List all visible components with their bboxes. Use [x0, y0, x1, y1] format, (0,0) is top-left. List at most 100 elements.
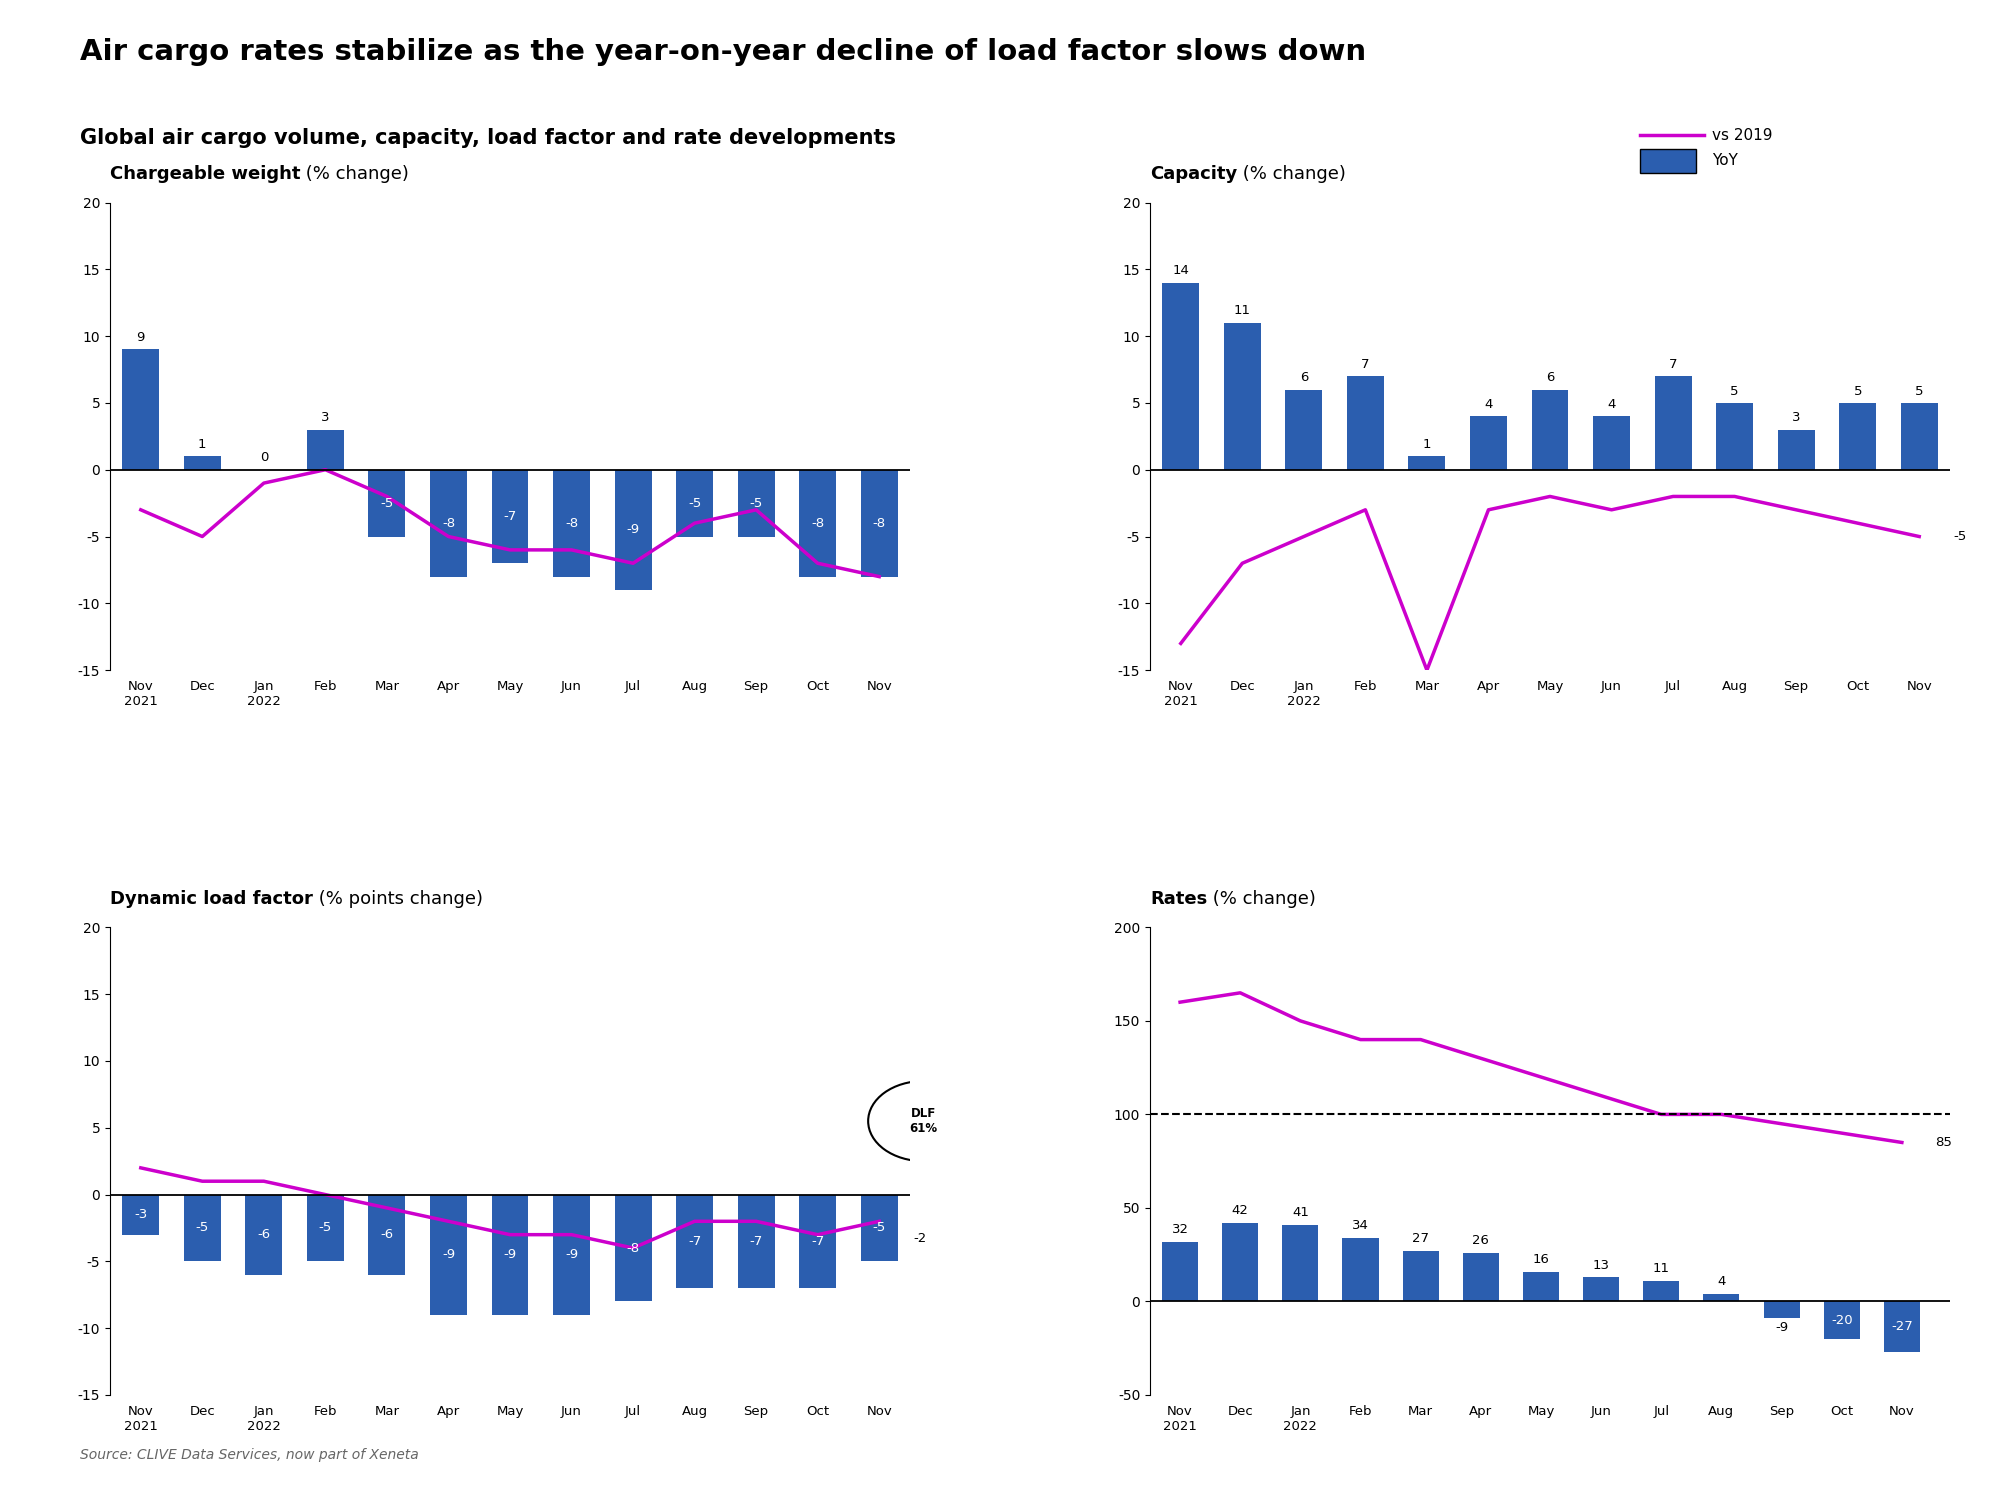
Text: -7: -7 [812, 1234, 824, 1248]
Text: -7: -7 [504, 510, 516, 524]
Text: 14: 14 [1172, 264, 1190, 278]
Bar [368, 1194, 406, 1275]
Text: -7: -7 [750, 1234, 762, 1248]
Text: Capacity: Capacity [1150, 165, 1238, 183]
Bar [492, 470, 528, 564]
Text: Dynamic load factor: Dynamic load factor [110, 890, 312, 908]
Bar [430, 1194, 466, 1316]
Text: -5: -5 [380, 496, 394, 510]
Text: YoY: YoY [1712, 153, 1738, 168]
Bar [246, 1194, 282, 1275]
Text: 7: 7 [1668, 358, 1678, 370]
Text: 7: 7 [1362, 358, 1370, 370]
Text: Rates: Rates [1150, 890, 1208, 908]
Bar [1716, 404, 1754, 470]
Text: -6: -6 [380, 1228, 394, 1240]
Text: -5: -5 [196, 1221, 208, 1234]
Text: -8: -8 [442, 516, 456, 530]
Bar [738, 470, 774, 537]
Text: 11: 11 [1652, 1263, 1670, 1275]
Bar [800, 470, 836, 576]
Text: -5: -5 [872, 1221, 886, 1234]
Text: 9: 9 [136, 332, 144, 344]
Bar [1470, 417, 1506, 470]
Text: -20: -20 [1830, 1314, 1852, 1326]
Text: -5: -5 [750, 496, 762, 510]
Text: -9: -9 [1776, 1322, 1788, 1334]
Text: 41: 41 [1292, 1206, 1308, 1219]
Bar [306, 429, 344, 470]
Bar [676, 1194, 714, 1288]
Bar [1408, 456, 1446, 470]
Text: 4: 4 [1718, 1275, 1726, 1288]
Bar [1402, 1251, 1438, 1302]
Text: 4: 4 [1484, 398, 1492, 411]
Bar [1840, 404, 1876, 470]
Text: -9: -9 [442, 1248, 456, 1262]
Bar [1764, 1302, 1800, 1318]
Text: -5: -5 [1954, 530, 1966, 543]
Text: 11: 11 [1234, 304, 1250, 318]
Bar [614, 1194, 652, 1302]
Text: 13: 13 [1592, 1258, 1610, 1272]
Text: 16: 16 [1532, 1252, 1550, 1266]
Text: 3: 3 [322, 411, 330, 424]
Bar [800, 1194, 836, 1288]
Text: DLF
61%: DLF 61% [910, 1107, 938, 1136]
Text: 5: 5 [1914, 384, 1924, 398]
Text: Air cargo rates stabilize as the year-on-year decline of load factor slows down: Air cargo rates stabilize as the year-on… [80, 38, 1366, 66]
Bar [554, 1194, 590, 1316]
Text: -9: -9 [626, 524, 640, 537]
Text: Chargeable weight: Chargeable weight [110, 165, 300, 183]
Bar [860, 1194, 898, 1262]
Text: -6: -6 [258, 1228, 270, 1240]
Bar [184, 1194, 220, 1262]
Text: -8: -8 [564, 516, 578, 530]
Text: 42: 42 [1232, 1204, 1248, 1218]
Bar [1644, 1281, 1680, 1302]
Bar [1704, 1294, 1740, 1302]
Bar [1900, 404, 1938, 470]
Bar [430, 470, 466, 576]
Text: Chargeable weight: Chargeable weight [110, 165, 300, 183]
Text: (% change): (% change) [300, 165, 410, 183]
Text: 26: 26 [1472, 1234, 1490, 1246]
Bar [554, 470, 590, 576]
Text: (% change): (% change) [1208, 890, 1316, 908]
Text: -8: -8 [626, 1242, 640, 1254]
Text: 1: 1 [198, 438, 206, 452]
Bar [1286, 390, 1322, 470]
Text: 5: 5 [1854, 384, 1862, 398]
Text: 4: 4 [1608, 398, 1616, 411]
Bar [1462, 1252, 1498, 1302]
Text: -3: -3 [134, 1208, 148, 1221]
Bar [368, 470, 406, 537]
Text: Capacity: Capacity [1150, 165, 1238, 183]
Bar [1532, 390, 1568, 470]
Text: 27: 27 [1412, 1233, 1430, 1245]
Text: -8: -8 [812, 516, 824, 530]
Text: -27: -27 [1892, 1320, 1912, 1334]
Text: (% points change): (% points change) [312, 890, 482, 908]
Text: -8: -8 [872, 516, 886, 530]
Text: 6: 6 [1546, 370, 1554, 384]
Text: 34: 34 [1352, 1220, 1368, 1233]
Text: 6: 6 [1300, 370, 1308, 384]
Bar [1222, 1222, 1258, 1302]
Bar [492, 1194, 528, 1316]
Bar [860, 470, 898, 576]
Bar [1522, 1272, 1560, 1302]
Bar [184, 456, 220, 470]
Text: (% change): (% change) [1238, 165, 1346, 183]
Ellipse shape [868, 1082, 978, 1161]
Bar [676, 470, 714, 537]
Text: -2: -2 [914, 1232, 926, 1245]
Bar [1282, 1226, 1318, 1302]
Bar [1346, 376, 1384, 470]
Bar [306, 1194, 344, 1262]
Text: -9: -9 [564, 1248, 578, 1262]
Bar [1342, 1238, 1378, 1302]
Text: -7: -7 [688, 1234, 702, 1248]
Text: -5: -5 [688, 496, 702, 510]
Text: 5: 5 [1730, 384, 1738, 398]
